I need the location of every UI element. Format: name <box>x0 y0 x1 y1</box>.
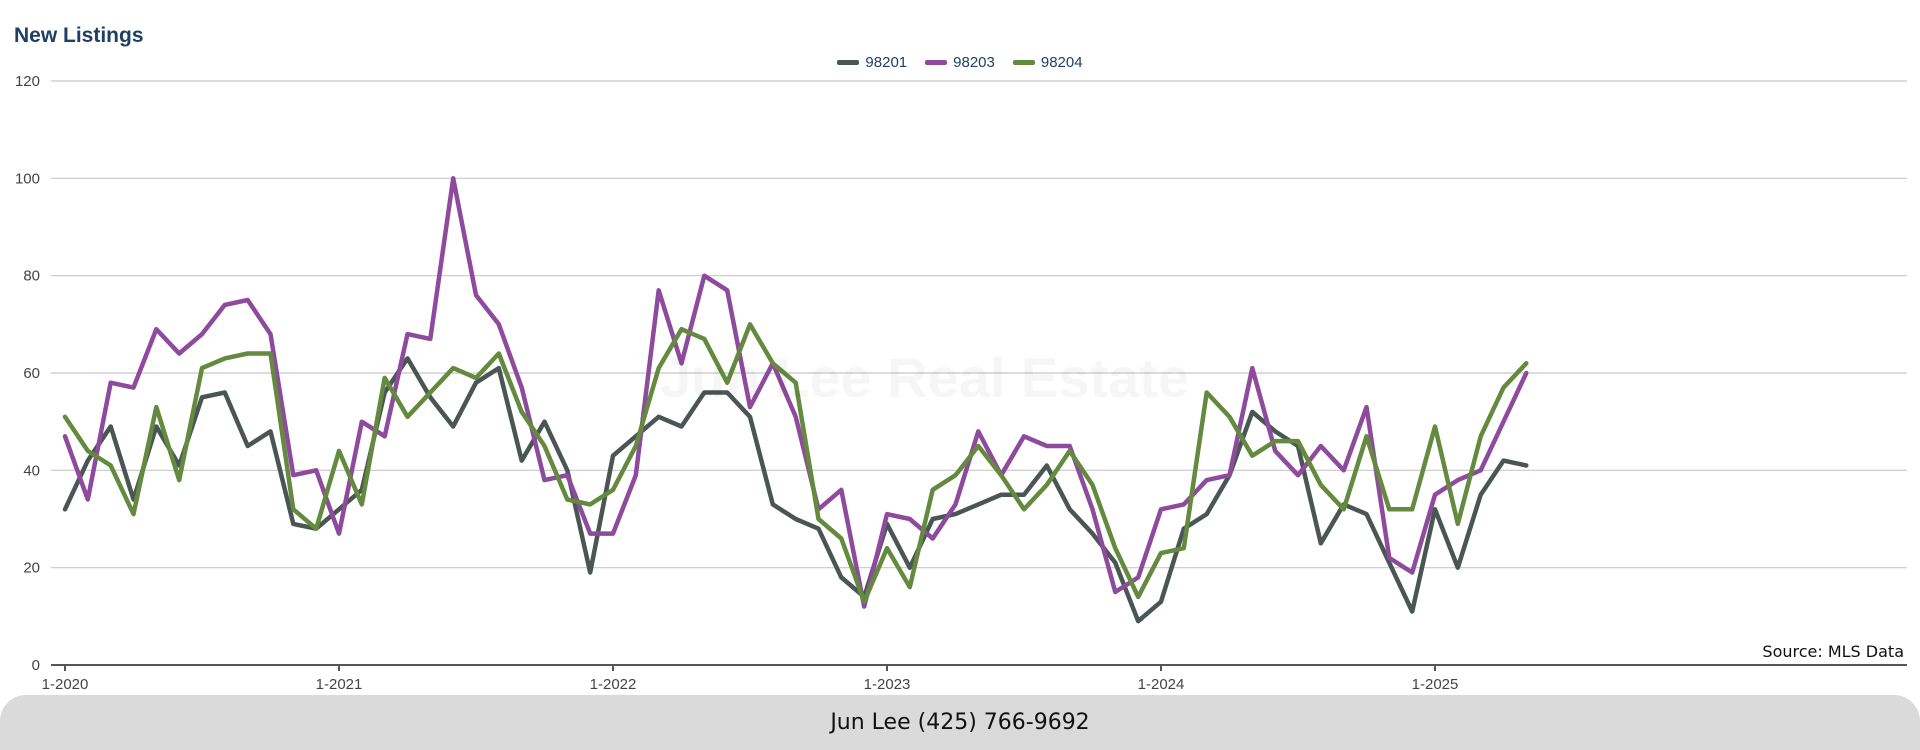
x-tick-label: 1-2020 <box>42 676 89 693</box>
x-tick-label: 1-2024 <box>1138 676 1185 693</box>
footer-bar: Jun Lee (425) 766-9692 <box>0 695 1920 750</box>
legend-label: 98204 <box>1040 54 1083 71</box>
legend-swatch <box>1012 60 1035 65</box>
series-line-98201 <box>62 356 1529 624</box>
footer-contact: Jun Lee (425) 766-9692 <box>830 710 1090 735</box>
line-chart: 0 20 40 60 80 100 120 1-2020 1-2021 1-2022 1-2023 1… <box>15 73 1907 693</box>
series-line-98203 <box>62 176 1529 609</box>
x-tick-label: 1-2023 <box>864 676 911 693</box>
x-tick-label: 1-2021 <box>316 676 363 693</box>
legend-label: 98203 <box>953 54 995 71</box>
watermark: Jun Lee Real Estate <box>660 345 1189 410</box>
legend-item-98201[interactable]: 98201 <box>837 54 907 71</box>
y-tick-label: 120 <box>15 73 40 90</box>
legend-swatch <box>925 60 948 65</box>
y-tick-label: 20 <box>23 560 40 577</box>
y-tick-label: 60 <box>23 365 40 382</box>
legend-label: 98201 <box>865 54 908 71</box>
legend-swatch <box>837 60 860 65</box>
x-tick-label: 1-2022 <box>590 676 637 693</box>
y-tick-label: 0 <box>32 657 40 674</box>
chart-title: New Listings <box>14 24 144 47</box>
x-tick-label: 1-2025 <box>1412 676 1459 693</box>
y-tick-label: 100 <box>15 170 40 187</box>
source-note: Source: MLS Data <box>1762 642 1904 661</box>
legend-item-98203[interactable]: 98203 <box>925 54 995 71</box>
y-tick-label: 80 <box>23 268 40 285</box>
series-line-98204 <box>62 322 1529 604</box>
y-tick-label: 40 <box>23 462 40 479</box>
legend-item-98204[interactable]: 98204 <box>1012 54 1083 71</box>
legend: 98201 98203 98204 <box>0 54 1920 71</box>
